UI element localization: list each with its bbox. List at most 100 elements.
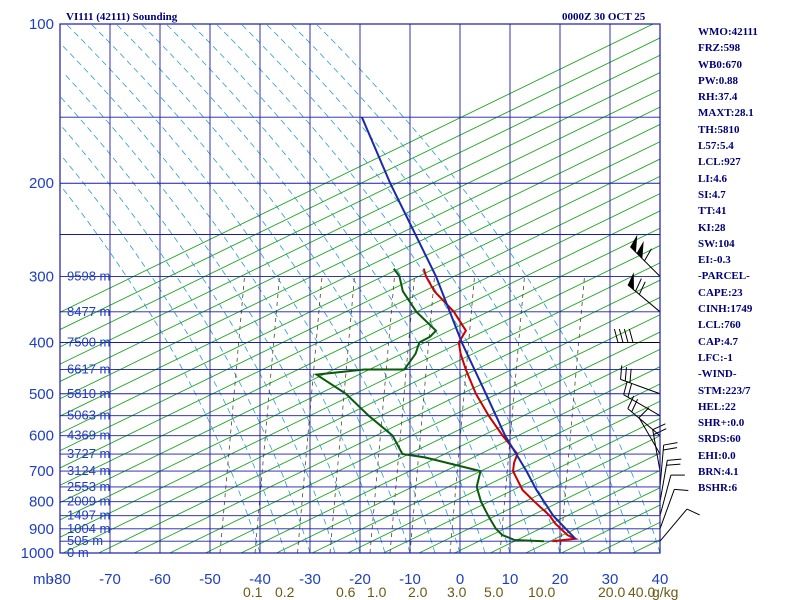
mixing-ratio-line [219,276,245,554]
moist-adiabat [266,24,611,554]
wind-barb-feather [663,447,678,451]
pressure-tick-label: 600 [29,428,54,445]
station-title: VI111 (42111) Sounding [66,11,178,23]
moist-adiabat [216,24,561,554]
index-row: LFC:-1 [698,351,733,364]
wind-barb-feather [652,423,666,431]
temperature-tick-label: 0 [456,571,464,588]
sounding-time: 0000Z 30 OCT 25 [562,11,646,23]
height-label: 505 m [67,533,103,548]
mixing-ratio-label: 3.0 [447,584,467,600]
wind-barb-flag [630,234,638,253]
index-row: L57:5.4 [698,140,734,153]
pressure-tick-label: 100 [29,16,54,33]
mixing-ratio-label: 40.0 [628,584,655,600]
temperature-tick-label: 40 [652,571,669,588]
index-row: MAXT:28.1 [698,107,754,120]
dry-adiabat [276,366,661,554]
mixing-ratio-line [449,276,475,554]
wind-barb-feather [667,458,682,461]
moist-adiabat [66,24,411,554]
wind-barb-feather [674,488,689,492]
index-row: HEL:22 [698,400,736,413]
wind-barb-staff [627,284,661,313]
pressure-tick-label: 900 [29,521,54,538]
temperature-tick-label: -10 [399,571,421,588]
moist-adiabat [63,72,361,554]
index-row: -WIND- [698,368,737,381]
series-temperature-line [422,268,580,543]
wind-barb-staff [638,417,661,455]
moist-adiabat [60,124,311,554]
pressure-tick-label: 800 [29,494,54,511]
index-row: EHI:0.0 [698,449,736,462]
index-row: SRDS:60 [698,433,741,446]
moist-adiabat [116,24,461,554]
wind-barb-feather [627,383,633,398]
height-label: 8477 m [67,304,110,319]
index-row: LI:4.6 [698,172,728,185]
moist-adiabat [62,156,286,554]
height-label: 3124 m [67,463,110,478]
index-row: WB0:670 [698,58,742,71]
height-label: 2009 m [67,494,110,509]
index-row: SW:104 [698,237,735,250]
mixing-ratio-label: 1.0 [367,584,387,600]
dry-adiabat [134,297,661,554]
mixing-ratio-line [369,276,395,554]
height-label: 9598 m [67,268,110,283]
height-label: 5810 m [67,386,110,401]
height-label: 0 m [67,545,89,560]
index-row: -PARCEL- [698,270,750,283]
wind-barb-flag [636,240,644,259]
mixing-ratio-line [254,276,280,554]
temperature-tick-label: 30 [602,571,619,588]
temperature-tick-label: -70 [99,571,121,588]
pressure-tick-label: 700 [29,463,54,480]
temperature-tick-label: -40 [249,571,271,588]
index-row: BSHR:6 [698,482,738,495]
dry-adiabat [525,487,661,554]
height-label: 1497 m [67,508,110,523]
wind-barb-feather [663,442,678,446]
pressure-tick-label: 300 [29,268,54,285]
dry-adiabat [59,23,654,313]
height-label: 4369 m [67,428,110,443]
dry-adiabat [454,452,661,554]
mixing-ratio-label: 0.1 [243,584,263,600]
mixing-ratio-line [499,276,525,554]
index-row: LCL:927 [698,156,741,169]
pressure-tick-label: 400 [29,334,54,351]
mixing-ratio-label: 0.2 [275,584,295,600]
temperature-tick-label: -50 [199,571,221,588]
index-row: STM:223/7 [698,384,751,397]
mixing-ratio-label: 20.0 [598,584,625,600]
indices-panel: WMO:42111 FRZ:598 WB0:670 PW:0.88 RH:37.4 MAX… [698,24,798,497]
index-row: LCL:760 [698,319,741,332]
dry-adiabat [169,314,661,554]
wind-barb-feather [623,380,628,395]
moist-adiabat [60,96,336,554]
series-parcel-line [360,116,577,540]
height-label: 1004 m [67,521,110,536]
dry-adiabat [312,383,661,554]
wind-barb-staff [659,474,672,516]
wind-barb-feather [638,281,646,295]
height-label: 3727 m [67,446,110,461]
dry-adiabat [205,331,661,554]
index-row: CAPE:23 [698,286,743,299]
mixing-ratio-label: 10.0 [528,584,555,600]
mixing-ratio-label: 2.0 [408,584,428,600]
temperature-tick-label: -60 [149,571,171,588]
pressure-tick-label: 500 [29,386,54,403]
dry-adiabat [383,418,661,554]
mixing-ratio-line [329,276,355,554]
series-dewpoint-line [313,268,545,543]
wind-barb-feather [613,328,619,343]
moist-adiabat [316,24,661,554]
pressure-tick-label: 200 [29,175,54,192]
wind-barb-feather [620,365,623,380]
dry-adiabat [596,521,661,554]
temperature-tick-label: -30 [299,571,321,588]
